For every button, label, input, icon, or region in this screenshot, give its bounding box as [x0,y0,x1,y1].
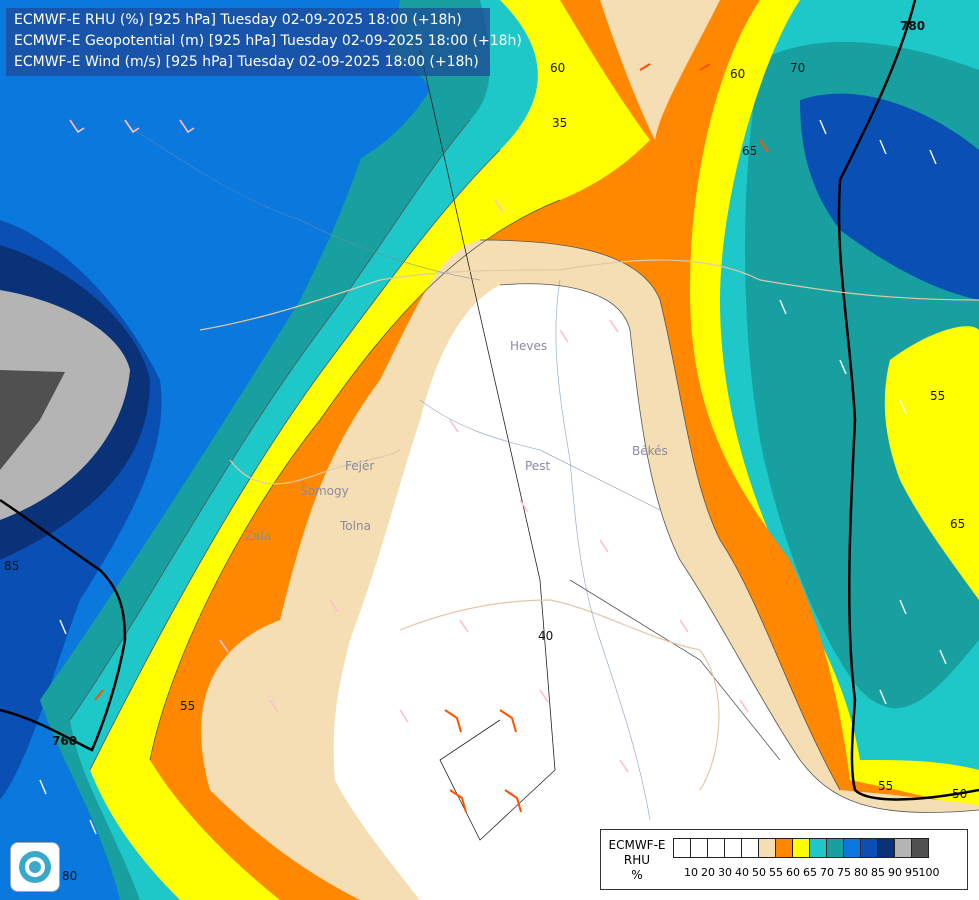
place-pest: Pest [525,459,550,473]
rhu-label-35: 35 [552,116,567,130]
map-title-box: ECMWF-E RHU (%) [925 hPa] Tuesday 02-09-… [6,8,522,76]
rhu-label-60-a: 60 [550,61,565,75]
rhu-legend: ECMWF-E RHU % 10 20 30 40 50 55 60 65 70 75 80 85 90… [600,829,968,890]
legend-swatch [911,838,929,858]
band-100 [0,370,65,470]
legend-tick-label: 60 [786,866,800,879]
legend-tick-label: 40 [735,866,749,879]
band-65-east [884,326,979,600]
place-fejer: Fejér [345,459,374,473]
rivers [119,119,661,821]
rhu-label-40: 40 [538,629,553,643]
wind-barbs-orange [94,63,769,813]
legend-tick-label: 10 [684,866,698,879]
rhu-label-55-c: 55 [930,389,945,403]
legend-swatch [843,838,861,858]
place-tolna: Tolna [339,519,371,533]
rhu-label-65-a: 65 [742,144,757,158]
geopotential-contours [0,0,979,801]
band-95 [0,290,130,520]
borders [199,259,979,791]
band-55-north [600,0,720,140]
legend-tick-label: 85 [871,866,885,879]
legend-tick-label: 90 [888,866,902,879]
rhu-label-55-a: 55 [180,699,195,713]
place-somogy: Somogy [300,484,349,498]
band-75-patch [870,500,910,595]
rhu-label-55-b: 55 [878,779,893,793]
legend-swatch [707,838,725,858]
place-heves: Heves [510,339,547,353]
legend-tick-label: 95 [905,866,919,879]
rhu-label-85: 85 [4,559,19,573]
rhu-contours [69,49,979,841]
rhu-label-65-b: 65 [950,517,965,531]
legend-swatch [741,838,759,858]
legend-tick-label: 80 [854,866,868,879]
rhu-label-70: 70 [790,61,805,75]
legend-tick-label: 20 [701,866,715,879]
legend-tick-label: 70 [820,866,834,879]
legend-title: ECMWF-E RHU % [608,838,666,882]
legend-tick-label: 30 [718,866,732,879]
wind-barbs-white [39,119,947,835]
legend-tick-label: 55 [769,866,783,879]
legend-tick-label: 50 [752,866,766,879]
title-geopotential: ECMWF-E Geopotential (m) [925 hPa] Tuesd… [14,33,522,49]
wind-barbs [69,119,749,773]
legend-ticks: 10 20 30 40 50 55 60 65 70 75 80 85 90 95 100 [673,866,969,882]
place-bekes: Békés [632,444,668,458]
legend-swatch [792,838,810,858]
legend-swatch [690,838,708,858]
rhu-label-80: 80 [62,869,77,883]
legend-tick-label: 65 [803,866,817,879]
legend-tick-label: 75 [837,866,851,879]
legend-swatch [775,838,793,858]
legend-swatch [673,838,691,858]
rhu-label-50: 50 [952,787,967,801]
legend-swatch [826,838,844,858]
ecmwf-logo-icon [10,842,60,892]
legend-swatch [894,838,912,858]
rhu-label-60-b: 60 [730,67,745,81]
legend-swatch [809,838,827,858]
geopotential-label-780: 780 [900,19,925,33]
legend-tick-label: 100 [918,866,940,879]
legend-swatch [860,838,878,858]
title-wind: ECMWF-E Wind (m/s) [925 hPa] Tuesday 02-… [14,54,479,70]
place-zala: Zala [245,529,271,543]
geopotential-label-760: 760 [52,734,77,748]
legend-swatches [673,838,929,858]
legend-swatch [877,838,895,858]
band-80-north [300,51,430,172]
title-rhu: ECMWF-E RHU (%) [925 hPa] Tuesday 02-09-… [14,12,462,28]
legend-swatch [758,838,776,858]
legend-swatch [724,838,742,858]
band-85-east [800,93,979,300]
